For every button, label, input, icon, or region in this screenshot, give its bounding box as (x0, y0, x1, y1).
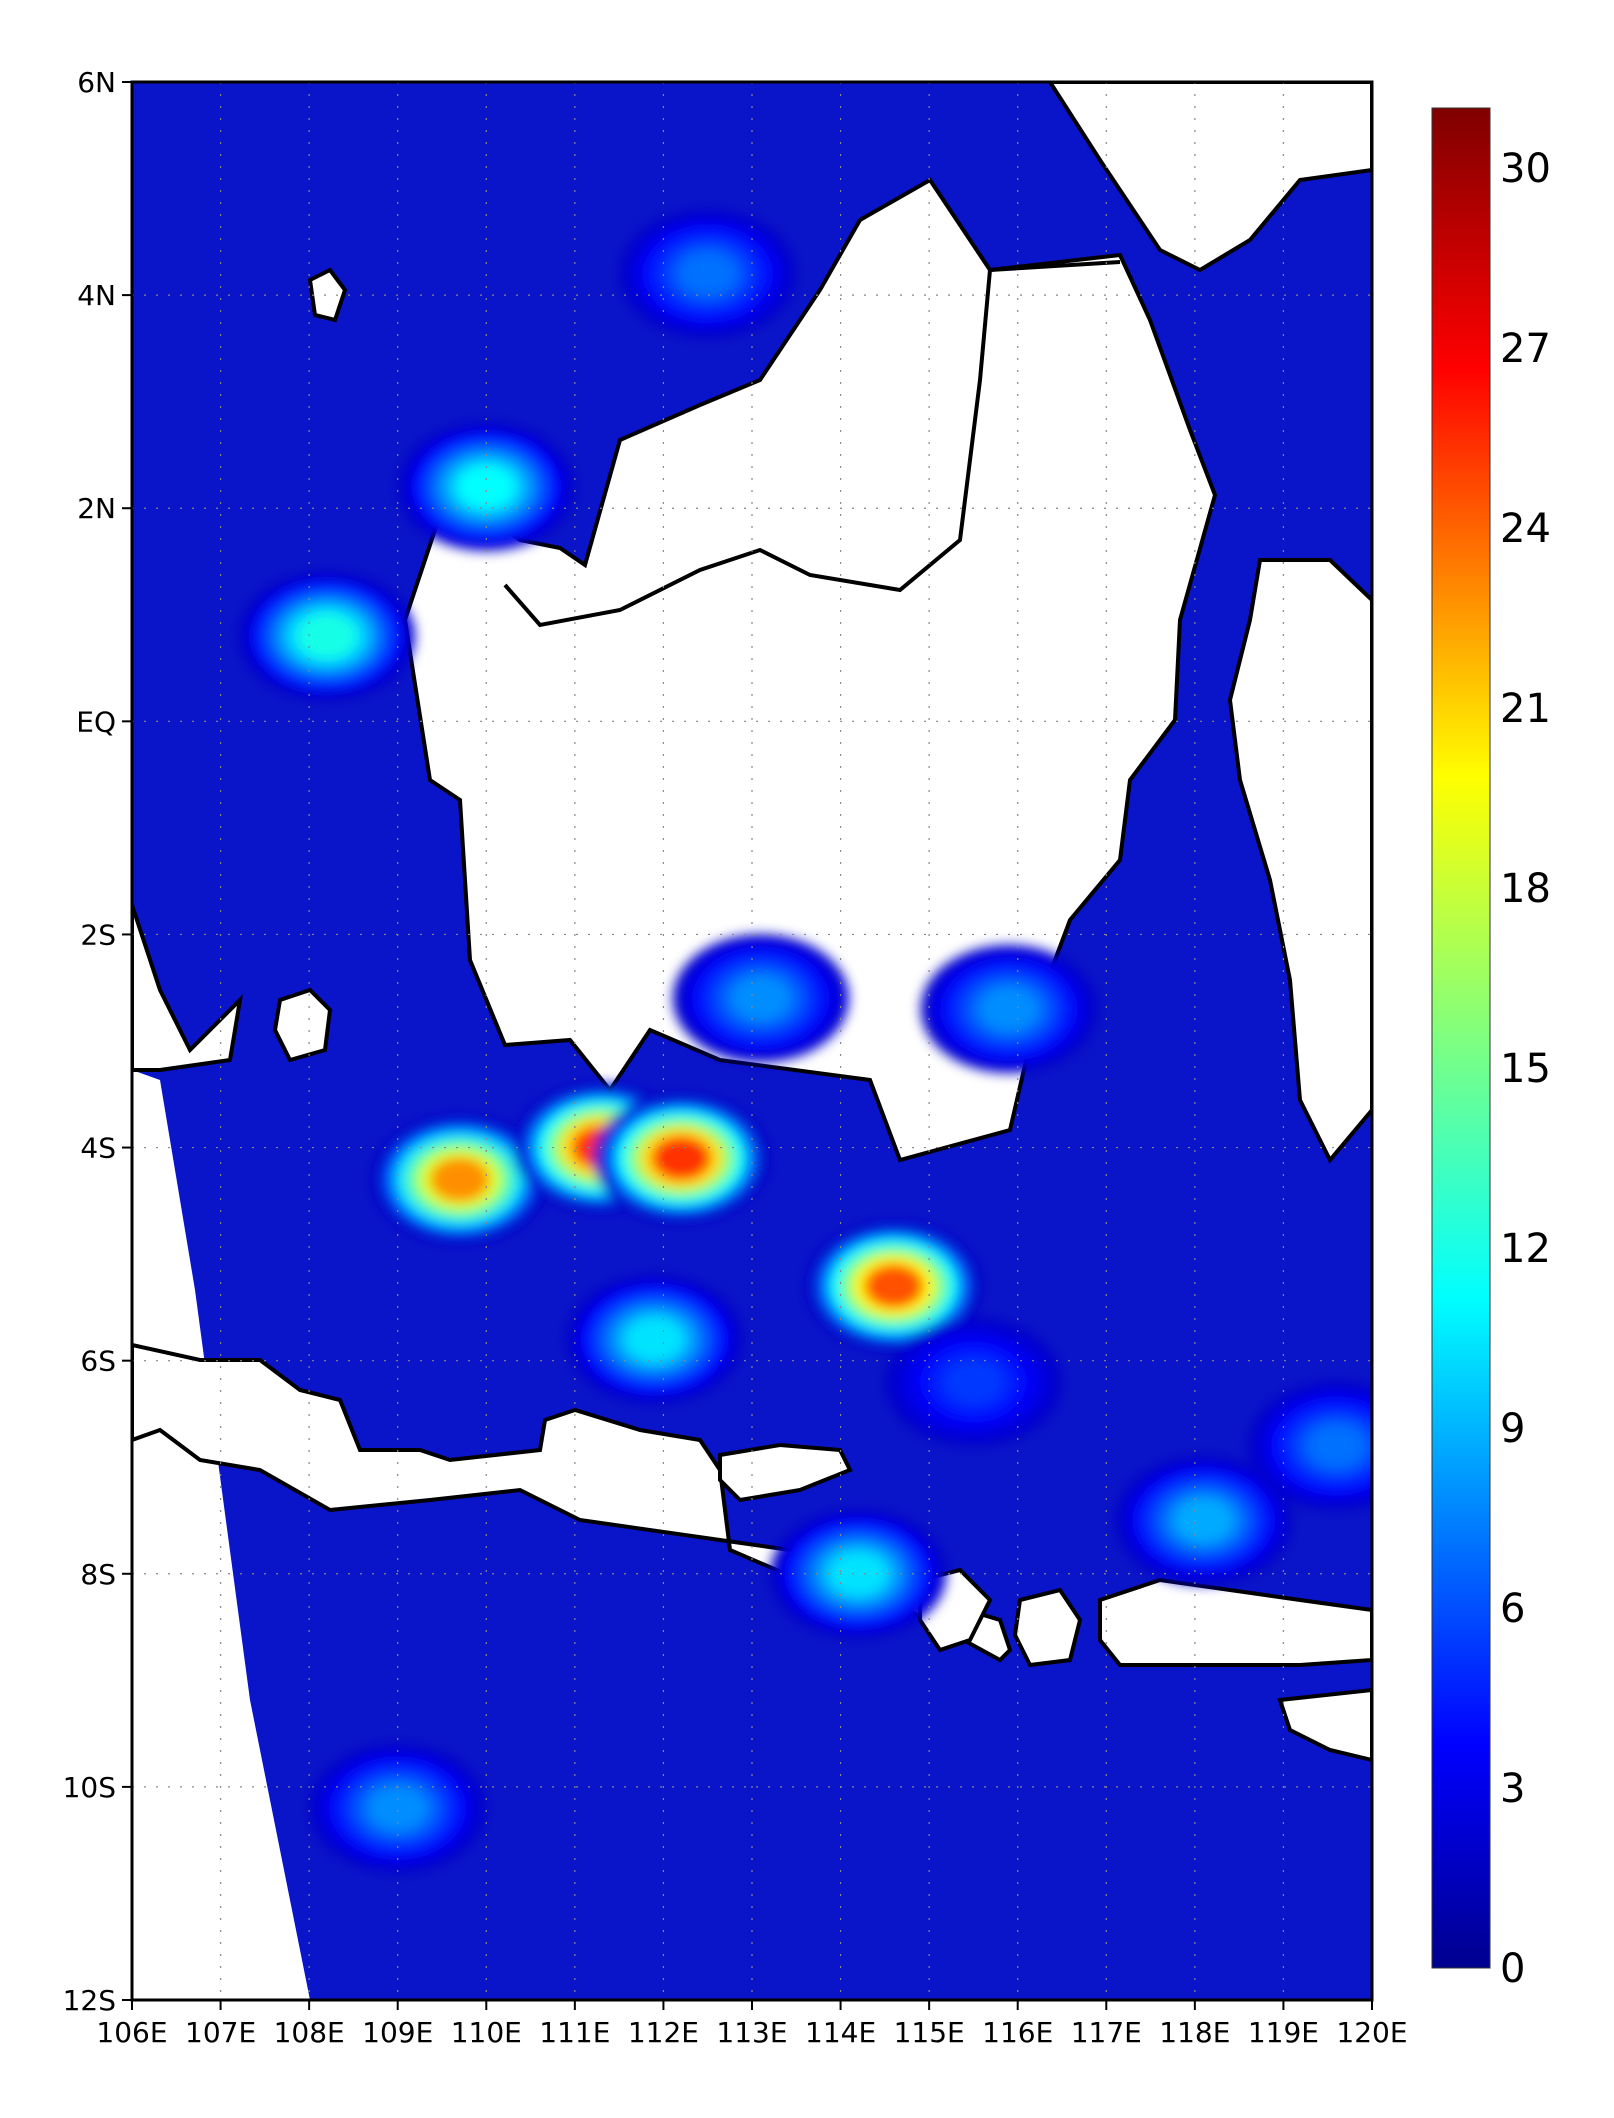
y-tick-label: 6S (80, 1345, 116, 1378)
colorbar-label: 3 (1500, 1766, 1525, 1812)
x-tick-label: 118E (1159, 2016, 1230, 2049)
colorbar-label: 21 (1500, 686, 1551, 732)
hotspot-14 (943, 1359, 1004, 1405)
colorbar-label: 9 (1500, 1406, 1525, 1452)
colorbar-label: 15 (1500, 1046, 1551, 1092)
x-tick-label: 110E (451, 2016, 522, 2049)
hotspot-2 (651, 1135, 711, 1181)
hotspot-11 (368, 1785, 428, 1831)
hotspot-3 (864, 1263, 924, 1309)
land-north-borneo-tip (1047, 82, 1372, 273)
x-tick-label: 115E (894, 2016, 965, 2049)
hotspot-13 (1306, 1423, 1367, 1469)
hotspot-12 (828, 1551, 888, 1597)
x-tick-label: 113E (716, 2016, 787, 2049)
colorbar-label: 12 (1500, 1226, 1551, 1272)
border-line (503, 260, 1121, 628)
y-tick-label: 10S (63, 1771, 116, 1804)
land-flores (1277, 1687, 1372, 1763)
hotspot-10 (678, 251, 738, 297)
hotspot-4 (297, 613, 357, 659)
hotspot-9 (1174, 1498, 1234, 1543)
x-tick-label: 109E (362, 2016, 433, 2049)
hotspot-5 (456, 464, 516, 510)
x-tick-label: 107E (185, 2016, 256, 2049)
land-bangka (272, 987, 333, 1063)
colorbar-label: 27 (1500, 326, 1551, 372)
y-axis-ticks: 6N 4N 2N EQ 2S 4S 6S 8S 10S 12S (63, 66, 132, 2017)
y-tick-label: 2N (77, 492, 116, 525)
x-tick-label: 120E (1336, 2016, 1407, 2049)
x-tick-label: 112E (628, 2016, 699, 2049)
y-tick-label: 4N (77, 279, 116, 312)
y-tick-label: 6N (77, 66, 116, 99)
grid-lines (132, 82, 1372, 2000)
x-tick-label: 119E (1248, 2016, 1319, 2049)
land-sumatra (132, 904, 243, 1072)
x-tick-label: 111E (539, 2016, 610, 2049)
x-tick-label: 106E (96, 2016, 167, 2049)
colorbar (1431, 107, 1491, 1969)
colorbar-label: 6 (1500, 1586, 1525, 1632)
colorbar-label: 30 (1500, 146, 1551, 192)
land-sumbawa (1098, 1577, 1372, 1667)
y-tick-label: 4S (80, 1132, 116, 1165)
x-tick-label: 116E (982, 2016, 1053, 2049)
missing-data-west (132, 82, 310, 2000)
land-lombok (1012, 1587, 1083, 1668)
hotspot-7 (731, 976, 791, 1021)
x-axis-ticks: 106E 107E 108E 109E 110E 111E 112E 113E 114E 115E… (96, 2000, 1408, 2049)
hotspot-6 (624, 1317, 685, 1362)
y-tick-label: 2S (80, 918, 116, 951)
y-tick-label: 8S (80, 1558, 116, 1591)
x-tick-label: 117E (1071, 2016, 1142, 2049)
hotspot-8 (979, 986, 1039, 1032)
x-tick-label: 108E (274, 2016, 345, 2049)
y-tick-label: 12S (63, 1984, 116, 2017)
land-anambas-natuna (307, 267, 348, 323)
colorbar-label: 24 (1500, 506, 1551, 552)
colorbar-label: 18 (1500, 866, 1551, 912)
x-tick-label: 114E (805, 2016, 876, 2049)
colorbar-label: 0 (1500, 1946, 1525, 1992)
y-tick-label: EQ (76, 705, 116, 738)
hotspot-0 (430, 1157, 490, 1202)
land-sulawesi (1227, 558, 1372, 1164)
land-borneo (402, 177, 1218, 1163)
